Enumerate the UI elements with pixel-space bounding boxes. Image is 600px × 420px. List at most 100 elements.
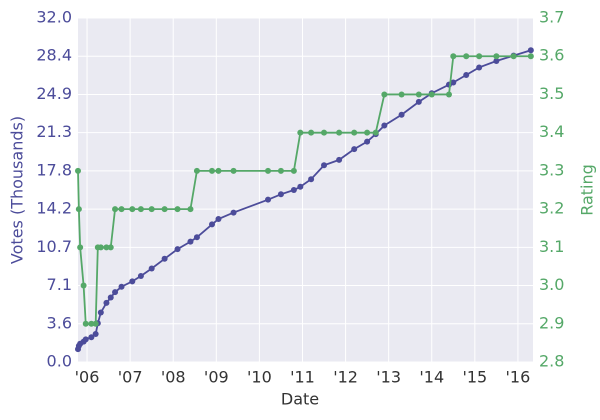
series-point: [107, 244, 114, 251]
x-tick-label: '16: [506, 368, 531, 387]
series-point: [351, 129, 358, 136]
series-point: [103, 244, 110, 251]
series-point: [112, 206, 119, 213]
series-point: [398, 111, 405, 118]
series-point: [364, 138, 371, 145]
series-point: [97, 244, 104, 251]
series-point: [398, 91, 405, 98]
series-point: [290, 167, 297, 174]
series-point: [103, 299, 110, 306]
y-tick-label: 10.7: [36, 237, 72, 256]
series-point: [527, 47, 534, 54]
series-point: [230, 167, 237, 174]
series-point: [88, 320, 95, 327]
y-tick-label: 21.3: [36, 122, 72, 141]
series-point: [493, 53, 500, 60]
series-point: [148, 206, 155, 213]
series-point: [118, 283, 125, 290]
series-point: [137, 206, 144, 213]
y2-axis-label: Rating: [578, 164, 597, 216]
y-tick-label: 0.0: [47, 352, 72, 371]
x-tick-label: '08: [161, 368, 186, 387]
y2-tick-label: 2.8: [539, 352, 564, 371]
series-point: [277, 167, 284, 174]
x-tick-label: '07: [118, 368, 143, 387]
x-tick-label: '12: [333, 368, 358, 387]
series-point: [445, 91, 452, 98]
x-tick-label: '06: [75, 368, 100, 387]
series-point: [321, 129, 328, 136]
x-axis-label: Date: [281, 390, 319, 409]
x-tick-label: '14: [419, 368, 444, 387]
y2-tick-label: 3.0: [539, 275, 564, 294]
series-point: [80, 282, 87, 289]
series-point: [187, 206, 194, 213]
y2-tick-label: 3.4: [539, 122, 564, 141]
x-tick-label: '13: [376, 368, 401, 387]
y-axis-label: Votes (Thousands): [8, 116, 27, 264]
series-point: [118, 206, 125, 213]
series-point: [97, 309, 104, 316]
series-point: [372, 129, 379, 136]
series-point: [209, 221, 216, 228]
y2-tick-label: 3.6: [539, 46, 564, 65]
series-point: [187, 238, 194, 245]
y2-tick-label: 2.9: [539, 313, 564, 332]
y-tick-label: 24.9: [36, 84, 72, 103]
series-point: [129, 278, 136, 285]
series-point: [381, 91, 388, 98]
series-point: [193, 167, 200, 174]
series-point: [321, 162, 328, 169]
series-point: [476, 64, 483, 71]
series-point: [230, 209, 237, 216]
series-point: [463, 53, 470, 60]
series-point: [107, 294, 114, 301]
y2-tick-label: 3.1: [539, 237, 564, 256]
series-point: [161, 206, 168, 213]
series-point: [336, 129, 343, 136]
series-point: [308, 176, 315, 183]
series-point: [174, 206, 181, 213]
series-point: [277, 191, 284, 198]
series-point: [463, 71, 470, 78]
series-point: [265, 167, 272, 174]
series-point: [265, 196, 272, 203]
series-point: [308, 129, 315, 136]
series-point: [193, 234, 200, 241]
y-tick-label: 17.8: [36, 160, 72, 179]
series-point: [493, 58, 500, 64]
series-point: [137, 273, 144, 279]
series-point: [92, 320, 99, 327]
x-tick-label: '11: [290, 368, 315, 387]
series-point: [297, 129, 304, 136]
series-point: [297, 183, 304, 190]
series-point: [351, 146, 358, 153]
series-point: [415, 98, 422, 105]
series-point: [77, 244, 84, 251]
series-point: [450, 53, 457, 60]
series-point: [112, 289, 119, 296]
y2-tick-label: 3.5: [539, 84, 564, 103]
series-point: [476, 53, 483, 60]
series-point: [174, 246, 181, 253]
series-point: [510, 53, 517, 60]
y2-tick-label: 3.7: [539, 8, 564, 27]
series-point: [88, 334, 95, 341]
y-tick-label: 14.2: [36, 199, 72, 218]
series-point: [336, 156, 343, 163]
x-tick-label: '10: [247, 368, 272, 387]
series-point: [364, 129, 371, 136]
series-point: [82, 320, 89, 327]
y-tick-label: 3.6: [47, 313, 72, 332]
series-point: [215, 216, 222, 223]
series-point: [428, 91, 435, 98]
y-tick-label: 7.1: [47, 275, 72, 294]
y2-tick-label: 3.3: [539, 160, 564, 179]
series-point: [215, 167, 222, 174]
series-point: [527, 53, 534, 60]
series-point: [290, 187, 297, 193]
series-point: [381, 122, 388, 129]
x-tick-label: '15: [462, 368, 487, 387]
series-point: [82, 336, 89, 343]
